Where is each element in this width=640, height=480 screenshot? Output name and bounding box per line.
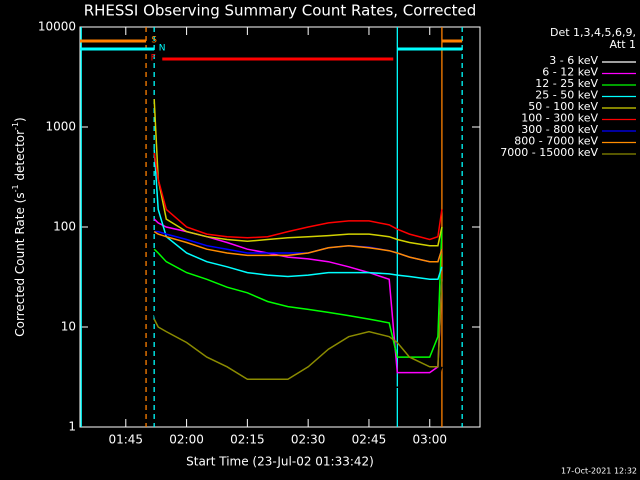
legend-label: 100 - 300 keV	[521, 112, 598, 125]
y-label-part: )	[13, 117, 27, 122]
legend-label: 3 - 6 keV	[549, 54, 598, 67]
y-label-part: detector	[13, 130, 27, 185]
x-tick-label: 02:00	[169, 433, 204, 447]
legend-header: Det 1,3,4,5,6,9,	[550, 26, 636, 39]
legend-label: 25 - 50 keV	[535, 89, 598, 102]
y-label-part: Corrected Count Rate (s	[13, 192, 27, 336]
flag-label: F	[151, 54, 156, 64]
x-axis-label: Start Time (23-Jul-02 01:33:42)	[186, 455, 374, 469]
legend-label: 800 - 7000 keV	[514, 135, 598, 148]
y-tick-label: 10000	[38, 20, 76, 34]
y-label-part: -1	[11, 122, 20, 130]
plot-frame	[79, 26, 481, 428]
series-line	[153, 279, 443, 381]
x-tick-label: 02:15	[230, 433, 265, 447]
flag-label: S	[151, 36, 157, 46]
x-tick-label: 02:30	[291, 433, 326, 447]
x-tick-label: 03:00	[412, 433, 447, 447]
y-axis-label: Corrected Count Rate (s-1 detector-1)	[11, 117, 27, 336]
y-tick-label: 1000	[45, 120, 76, 134]
series-line	[153, 230, 443, 263]
x-tick-label: 02:45	[352, 433, 387, 447]
y-tick-label: 1	[68, 420, 76, 434]
chart-title: RHESSI Observing Summary Count Rates, Co…	[84, 2, 477, 20]
legend-header: Att 1	[610, 38, 636, 51]
legend-label: 6 - 12 keV	[542, 66, 598, 79]
footer: 17-Oct-2021 12:32	[561, 467, 637, 476]
series-line	[153, 312, 443, 388]
legend-label: 7000 - 15000 keV	[500, 146, 598, 159]
flag-label: N	[159, 44, 166, 54]
series-line	[153, 149, 443, 281]
x-tick-label: 01:45	[108, 433, 143, 447]
y-tick-label: 100	[53, 220, 76, 234]
y-tick-label: 10	[61, 320, 76, 334]
y-label-part: -1	[11, 184, 20, 192]
legend-label: 12 - 25 keV	[535, 77, 598, 90]
legend-label: 50 - 100 keV	[528, 100, 598, 113]
series-line	[153, 99, 443, 247]
series-line	[153, 152, 443, 241]
legend-label: 300 - 800 keV	[521, 123, 598, 136]
